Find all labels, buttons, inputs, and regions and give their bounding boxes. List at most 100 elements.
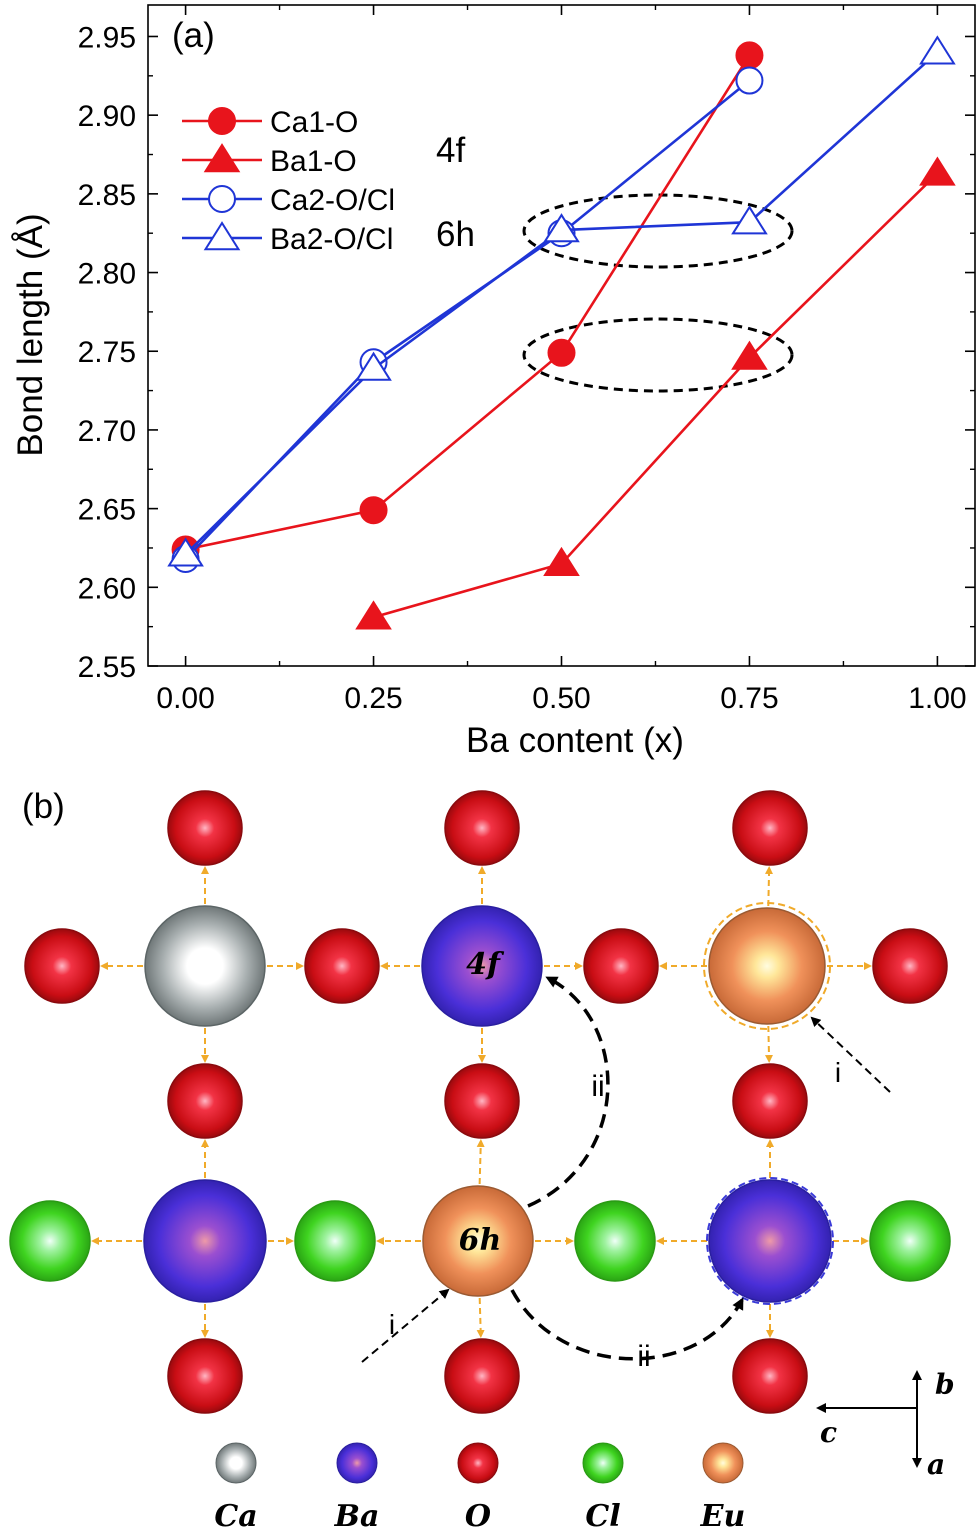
o-atom: [732, 1338, 808, 1414]
ba-6h-dashed-outline: [706, 1177, 834, 1305]
bond-length-chart: 0.00 0.25 0.50 0.75 1.00 2.55 2.60 2.65 2.70 2.7…: [11, 4, 976, 760]
legend-swatch: [582, 1442, 624, 1484]
crystal-structure-diagram: (b) 4f 6h ii ii i i b a c Ca Ba O Cl Eu: [9, 787, 955, 1534]
y-tick-label: 2.80: [78, 258, 136, 291]
y-tick-label: 2.60: [78, 572, 136, 605]
data-point: [735, 66, 764, 95]
data-point: [735, 41, 764, 70]
o-atom: [24, 928, 100, 1004]
legend-element-label: Eu: [700, 1499, 746, 1534]
data-point: [547, 338, 576, 367]
legend-entry: Ba1-O: [182, 143, 357, 178]
eu-atom-4f: [708, 907, 826, 1025]
series-line: [373, 172, 939, 619]
o-atom: [167, 1063, 243, 1139]
highlight-ellipse-lower: [522, 317, 794, 393]
series-line: [185, 54, 751, 551]
site-label-4f: 4f: [436, 131, 465, 170]
bond-arrow: [476, 1138, 485, 1185]
cl-atom: [869, 1200, 951, 1282]
data-point: [919, 156, 956, 186]
legend-entry: Ca2-O/Cl: [182, 184, 395, 217]
x-tick-label: 0.00: [156, 682, 214, 715]
legend-element-label: Cl: [585, 1499, 620, 1534]
data-point: [543, 546, 580, 576]
x-axis-ticks: [184, 5, 939, 666]
legend-item-cl: Cl: [582, 1442, 624, 1534]
y-tick-label: 2.75: [78, 336, 136, 369]
o-atom: [167, 790, 243, 866]
path-ii-upper-arrow: [527, 976, 610, 1208]
y-tick-label: 2.65: [78, 494, 136, 527]
ba-atom-4f: [421, 905, 543, 1027]
legend-item-o: O: [457, 1442, 499, 1534]
eu-atom-6h: [422, 1185, 534, 1297]
bond-arrows: [91, 865, 872, 1339]
bond-arrow: [765, 865, 773, 907]
data-point: [543, 213, 580, 243]
legend-element-label: Ca: [214, 1499, 257, 1534]
legend-item-eu: Eu: [700, 1442, 746, 1534]
axis-c-label: c: [820, 1416, 837, 1449]
o-atom: [583, 928, 659, 1004]
site-4f-label: 4f: [466, 947, 505, 982]
legend-swatch: [215, 1442, 257, 1484]
legend-marker: [208, 107, 236, 135]
ba-atom-6h: [708, 1179, 832, 1303]
legend-swatch: [336, 1442, 378, 1484]
axes-indicator: b a c: [816, 1368, 955, 1481]
legend-marker: [203, 143, 241, 173]
x-tick-label: 0.75: [720, 682, 778, 715]
bond-arrow: [476, 1297, 485, 1339]
series-0: [171, 41, 764, 564]
panel-b-label: (b): [22, 787, 65, 826]
legend-entry: Ca1-O: [182, 106, 358, 139]
data-point: [731, 340, 768, 370]
o-atom: [167, 1338, 243, 1414]
o-atom: [444, 790, 520, 866]
o-atom: [444, 1338, 520, 1414]
data-point: [355, 600, 392, 630]
series-1: [355, 156, 956, 630]
o-atom: [732, 1063, 808, 1139]
path-i-lower-arrow: [361, 1288, 450, 1363]
series-layer: [167, 35, 956, 630]
data-point: [355, 351, 392, 381]
legend-marker: [208, 185, 236, 213]
legend-swatch: [702, 1442, 744, 1484]
o-atom: [444, 1063, 520, 1139]
legend-element-label: Ba: [334, 1499, 380, 1534]
y-tick-label: 2.95: [78, 21, 136, 54]
ba-atom: [143, 1179, 267, 1303]
axis-a-label: a: [927, 1448, 945, 1481]
x-tick-labels: 0.00 0.25 0.50 0.75 1.00: [156, 682, 966, 715]
x-axis-label: Ba content (x): [466, 721, 684, 760]
cl-atom: [574, 1200, 656, 1282]
data-point: [167, 537, 204, 567]
o-atom: [872, 928, 948, 1004]
legend-label: Ca2-O/Cl: [270, 184, 395, 217]
data-point: [731, 205, 768, 235]
x-tick-label: 0.50: [532, 682, 590, 715]
y-tick-label: 2.55: [78, 651, 136, 684]
cl-atom: [9, 1200, 91, 1282]
legend-entry: Ba2-O/Cl: [182, 221, 393, 256]
legend-marker: [203, 221, 241, 251]
y-tick-label: 2.90: [78, 100, 136, 133]
data-point: [919, 35, 956, 65]
ca-atom: [144, 905, 266, 1027]
o-atom: [732, 790, 808, 866]
eu-4f-dashed-outline: [703, 902, 831, 1030]
path-ii-lower-label: ii: [637, 1340, 650, 1373]
y-tick-label: 2.85: [78, 179, 136, 212]
path-ii-lower-arrow: [510, 1289, 744, 1361]
panel-a-label: (a): [172, 16, 215, 55]
path-ii-upper-label: ii: [591, 1070, 604, 1103]
y-axis-label: Bond length (Å): [11, 213, 50, 456]
legend-swatch: [457, 1442, 499, 1484]
atoms: [9, 790, 951, 1414]
cl-atom: [294, 1200, 376, 1282]
site-6h-label: 6h: [459, 1223, 502, 1258]
data-point: [359, 496, 388, 525]
